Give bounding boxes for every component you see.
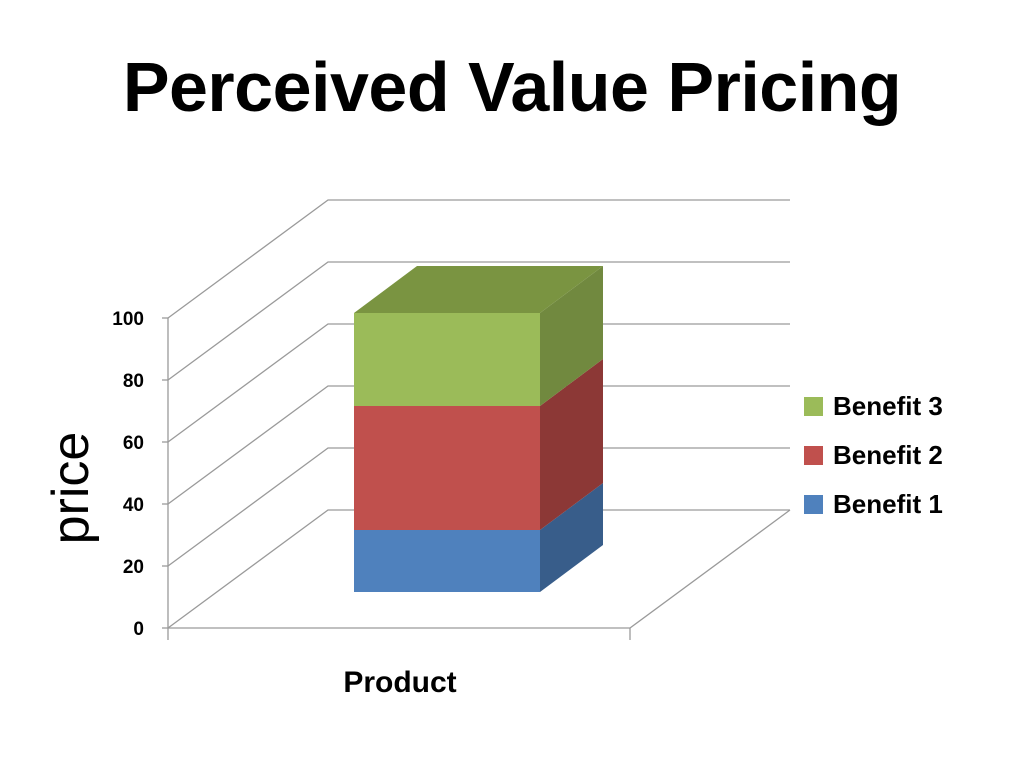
legend-swatch xyxy=(804,446,823,465)
y-tick-label: 100 xyxy=(112,309,144,330)
gridline xyxy=(167,385,790,505)
bar-top-face xyxy=(354,266,603,313)
gridline xyxy=(167,261,790,381)
legend-label: Benefit 1 xyxy=(833,489,943,519)
x-category-label: Product xyxy=(343,666,456,699)
legend-item-benefit-3: Benefit 3 xyxy=(804,391,943,421)
y-tick-label: 60 xyxy=(123,433,144,454)
bar-segment-benefit-3 xyxy=(354,266,603,406)
chart-bars xyxy=(354,266,603,592)
y-axis-title: price xyxy=(42,432,100,545)
gridline xyxy=(167,509,790,629)
y-tick-label: 80 xyxy=(123,371,144,392)
chart-labels: 0 20 40 60 80 100 price Product xyxy=(42,309,457,699)
y-tick-label: 40 xyxy=(123,495,144,516)
legend-label: Benefit 3 xyxy=(833,391,943,421)
legend-swatch xyxy=(804,495,823,514)
bar-front-face xyxy=(354,406,540,530)
chart-legend: Benefit 3 Benefit 2 Benefit 1 xyxy=(804,391,943,519)
legend-label: Benefit 2 xyxy=(833,440,943,470)
legend-item-benefit-1: Benefit 1 xyxy=(804,489,943,519)
bar-segment-benefit-2 xyxy=(354,359,603,530)
gridline xyxy=(167,199,790,319)
gridline xyxy=(167,447,790,567)
bar-side-face xyxy=(540,266,603,406)
bar-front-face xyxy=(354,530,540,592)
chart-axes xyxy=(162,317,631,640)
bar-side-face xyxy=(540,483,603,592)
legend-item-benefit-2: Benefit 2 xyxy=(804,440,943,470)
gridline xyxy=(167,323,790,443)
bar-segment-benefit-1 xyxy=(354,483,603,592)
slide-title: Perceived Value Pricing xyxy=(122,48,902,126)
legend-swatch xyxy=(804,397,823,416)
y-tick-label: 0 xyxy=(133,619,144,640)
y-tick-label: 20 xyxy=(123,557,144,578)
chart-gridlines xyxy=(167,199,791,629)
bar-front-face xyxy=(354,313,540,406)
bar-side-face xyxy=(540,359,603,530)
